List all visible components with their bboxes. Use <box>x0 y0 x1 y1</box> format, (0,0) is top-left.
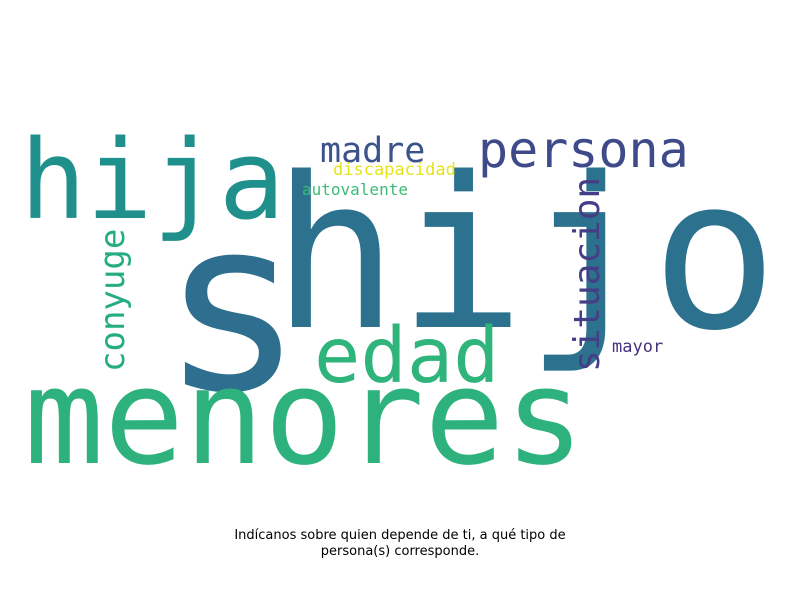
word-autovalente: autovalente <box>302 180 408 199</box>
word-edad: edad <box>314 312 500 401</box>
word-discapacidad: discapacidad <box>333 160 456 180</box>
figure-caption: Indícanos sobre quien depende de ti, a q… <box>0 528 800 560</box>
word-hijo: hijo <box>272 132 778 377</box>
word-s: s <box>160 166 305 446</box>
word-situacion: situacion <box>567 176 608 372</box>
word-conyuge: conyuge <box>93 228 133 372</box>
word-persona: persona <box>478 121 689 179</box>
caption-line-1: Indícanos sobre quien depende de ti, a q… <box>234 528 566 543</box>
word-madre: madre <box>320 131 426 171</box>
word-hija: hija <box>20 116 285 244</box>
word-mayor: mayor <box>612 337 664 357</box>
word-menores: menores <box>24 341 585 495</box>
caption-line-2: persona(s) corresponde. <box>320 544 480 559</box>
